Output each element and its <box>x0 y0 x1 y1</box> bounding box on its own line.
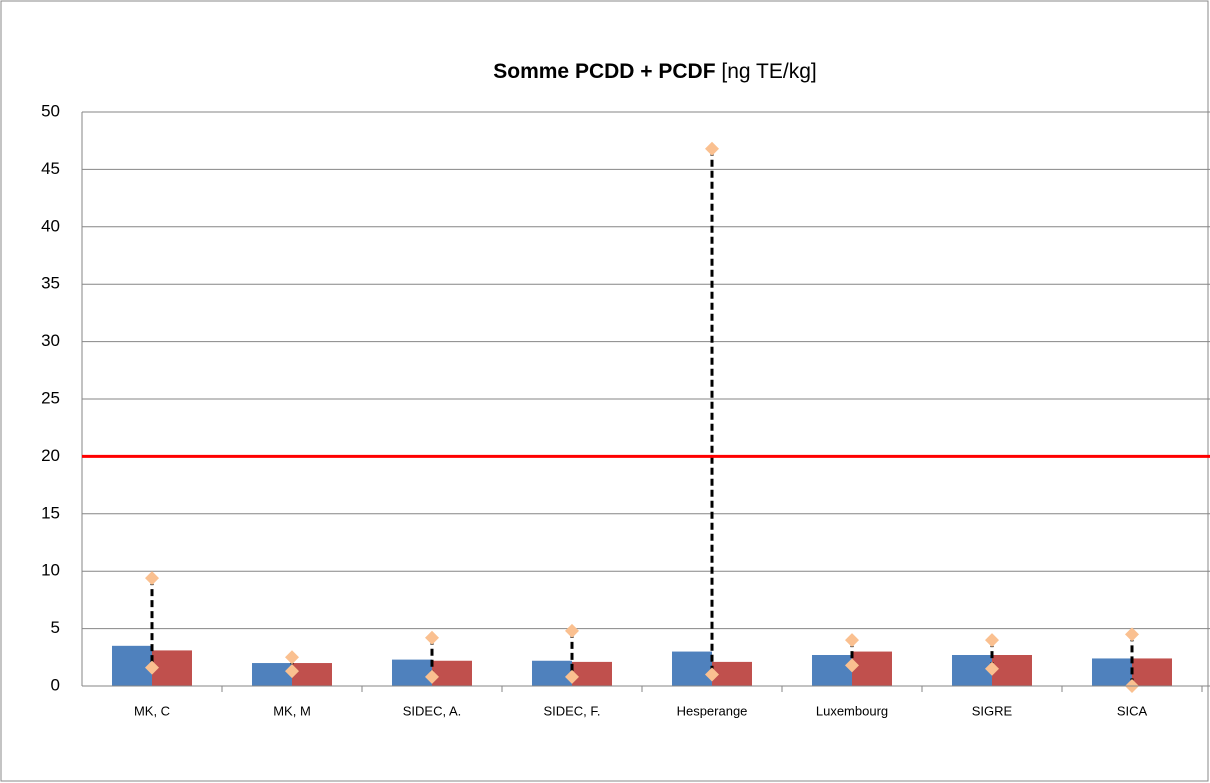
max-marker <box>425 630 439 645</box>
y-tick-label: 15 <box>41 503 60 522</box>
title-unit: [ng TE/kg] <box>721 60 816 83</box>
y-tick-label: 35 <box>41 274 60 293</box>
x-tick-label: Hesperange <box>677 703 748 718</box>
x-tick-label: SIDEC, F. <box>543 703 600 718</box>
bar <box>252 663 292 686</box>
y-tick-label: 40 <box>41 216 60 235</box>
bar <box>992 655 1032 686</box>
max-marker <box>705 141 719 156</box>
x-tick-label: MK, M <box>273 703 311 718</box>
chart-title: Somme PCDD + PCDF [ng TE/kg] <box>493 60 816 83</box>
bar <box>852 651 892 686</box>
y-tick-label: 10 <box>41 561 60 580</box>
bar <box>712 661 752 686</box>
min-marker <box>985 661 999 676</box>
x-tick-label: MK, C <box>134 703 170 718</box>
bar <box>532 660 572 686</box>
bar <box>152 650 192 686</box>
bar <box>112 645 152 686</box>
y-tick-label: 20 <box>41 446 60 465</box>
min-marker <box>285 664 299 679</box>
y-tick-label: 30 <box>41 331 60 350</box>
bar <box>432 660 472 686</box>
bar <box>672 651 712 686</box>
y-tick-label: 5 <box>51 618 60 637</box>
max-marker <box>985 633 999 648</box>
min-marker <box>565 669 579 684</box>
y-tick-label: 25 <box>41 388 60 407</box>
max-marker <box>285 650 299 665</box>
x-tick-label: SICA <box>1117 703 1148 718</box>
min-marker <box>425 669 439 684</box>
bar <box>952 655 992 686</box>
max-marker <box>565 623 579 638</box>
bar <box>1092 658 1132 686</box>
max-marker <box>145 571 159 586</box>
x-tick-label: Luxembourg <box>816 703 888 718</box>
bar <box>1132 658 1172 686</box>
bar <box>812 655 852 686</box>
min-marker <box>145 660 159 675</box>
title-main: Somme PCDD + PCDF <box>493 60 715 83</box>
x-tick-label: SIDEC, A. <box>403 703 462 718</box>
min-marker <box>845 658 859 673</box>
y-tick-label: 50 <box>41 101 60 120</box>
y-tick-label: 45 <box>41 159 60 178</box>
max-marker <box>845 633 859 648</box>
min-marker <box>705 667 719 682</box>
bar <box>292 663 332 686</box>
max-marker <box>1125 627 1139 642</box>
x-tick-label: SIGRE <box>972 703 1013 718</box>
bar <box>392 659 432 686</box>
y-tick-label: 0 <box>51 675 60 694</box>
bar <box>572 661 612 686</box>
